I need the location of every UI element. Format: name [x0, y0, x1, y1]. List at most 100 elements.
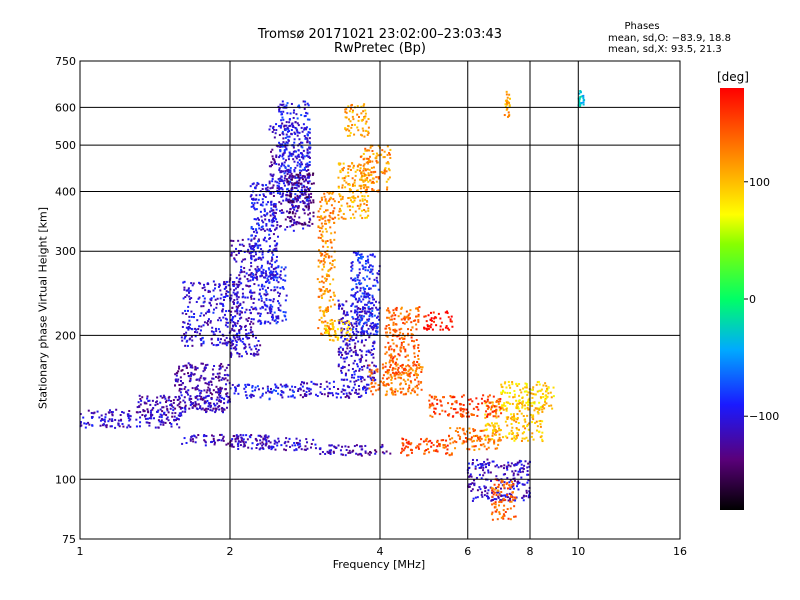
- echo-point: [306, 102, 309, 105]
- echo-point: [486, 422, 489, 425]
- echo-point: [508, 114, 511, 117]
- echo-point: [235, 341, 238, 344]
- echo-point: [162, 394, 165, 397]
- echo-point: [395, 364, 398, 367]
- echo-point: [178, 405, 181, 408]
- echo-point: [492, 493, 495, 496]
- echo-point: [481, 463, 484, 466]
- echo-point: [285, 121, 288, 124]
- echo-point: [202, 314, 205, 317]
- echo-point: [458, 427, 461, 430]
- echo-point: [476, 439, 479, 442]
- echo-point: [322, 293, 325, 296]
- echo-point: [481, 495, 484, 498]
- echo-point: [377, 177, 380, 180]
- echo-point: [305, 154, 308, 157]
- echo-point: [345, 111, 348, 114]
- echo-point: [265, 213, 268, 216]
- echo-point: [291, 175, 294, 178]
- echo-point: [372, 152, 375, 155]
- echo-point: [182, 321, 185, 324]
- echo-point: [389, 318, 392, 321]
- echo-point: [289, 201, 292, 204]
- echo-point: [474, 429, 477, 432]
- echo-point: [194, 327, 197, 330]
- echo-point: [191, 387, 194, 390]
- echo-point: [373, 379, 376, 382]
- echo-point: [220, 396, 223, 399]
- echo-point: [347, 124, 350, 127]
- echo-point: [444, 410, 447, 413]
- echo-point: [253, 297, 256, 300]
- echo-point: [447, 434, 450, 437]
- echo-point: [506, 468, 509, 471]
- echo-point: [332, 291, 335, 294]
- echo-point: [308, 141, 311, 144]
- echo-point: [286, 169, 289, 172]
- echo-point: [473, 479, 476, 482]
- echo-point: [550, 396, 553, 399]
- echo-point: [234, 388, 237, 391]
- echo-point: [354, 345, 357, 348]
- echo-point: [582, 103, 585, 106]
- echo-point: [512, 483, 515, 486]
- echo-point: [384, 371, 387, 374]
- echo-point: [206, 320, 209, 323]
- echo-point: [238, 313, 241, 316]
- echo-point: [210, 396, 213, 399]
- echo-point: [495, 399, 498, 402]
- echo-point: [163, 395, 166, 398]
- echo-point: [396, 363, 399, 366]
- echo-point: [308, 151, 311, 154]
- echo-point: [271, 316, 274, 319]
- echo-point: [326, 290, 329, 293]
- echo-point: [320, 222, 323, 225]
- echo-point: [87, 421, 90, 424]
- echo-point: [353, 123, 356, 126]
- echo-point: [473, 448, 476, 451]
- echo-point: [272, 125, 275, 128]
- echo-point: [508, 484, 511, 487]
- echo-point: [360, 105, 363, 108]
- echo-point: [402, 332, 405, 335]
- echo-point: [305, 199, 308, 202]
- echo-point: [362, 110, 365, 113]
- echo-point: [475, 397, 478, 400]
- echo-point: [375, 155, 378, 158]
- echo-point: [250, 205, 253, 208]
- echo-point: [293, 221, 296, 224]
- echo-point: [255, 228, 258, 231]
- echo-point: [520, 463, 523, 466]
- echo-point: [288, 121, 291, 124]
- echo-point: [338, 207, 341, 210]
- echo-point: [291, 218, 294, 221]
- echo-point: [318, 230, 321, 233]
- echo-point: [524, 427, 527, 430]
- echo-point: [462, 415, 465, 418]
- echo-point: [321, 275, 324, 278]
- echo-point: [208, 388, 211, 391]
- echo-point: [411, 389, 414, 392]
- echo-point: [79, 413, 82, 416]
- echo-point: [218, 372, 221, 375]
- echo-point: [516, 418, 519, 421]
- echo-point: [235, 253, 238, 256]
- echo-point: [363, 296, 366, 299]
- echo-point: [305, 186, 308, 189]
- echo-point: [264, 218, 267, 221]
- echo-point: [266, 387, 269, 390]
- echo-point: [352, 196, 355, 199]
- echo-point: [389, 359, 392, 362]
- echo-point: [271, 127, 274, 130]
- echo-point: [343, 310, 346, 313]
- echo-point: [293, 219, 296, 222]
- echo-point: [164, 401, 167, 404]
- echo-point: [260, 299, 263, 302]
- echo-point: [187, 305, 190, 308]
- echo-point: [304, 103, 307, 106]
- echo-point: [369, 312, 372, 315]
- echo-point: [375, 316, 378, 319]
- echo-point: [299, 164, 302, 167]
- echo-point: [347, 105, 350, 108]
- echo-point: [270, 277, 273, 280]
